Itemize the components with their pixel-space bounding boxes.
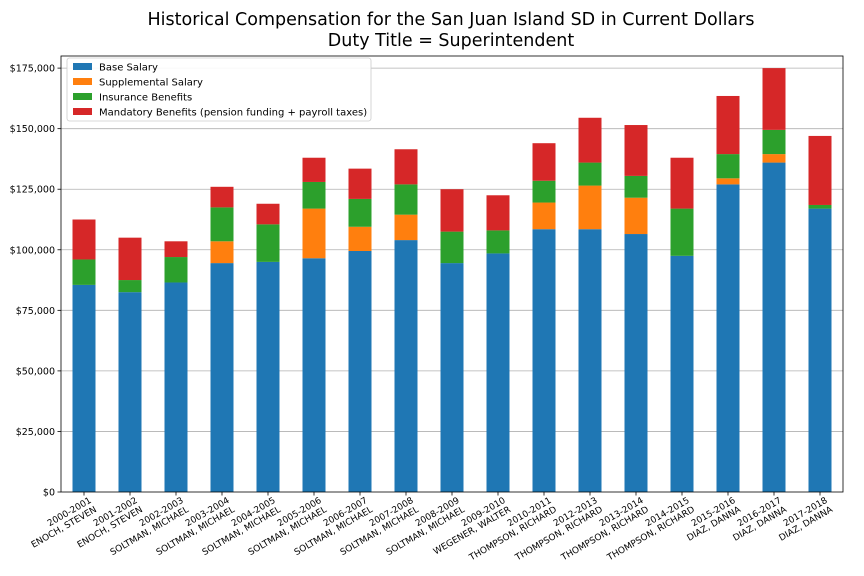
bar-segment-insurance-benefits (716, 154, 740, 179)
bar-segment-base-salary (624, 234, 648, 493)
bar-segment-insurance-benefits (210, 207, 234, 242)
y-tick-label: $150,000 (10, 124, 55, 135)
bar-segment-insurance-benefits (486, 230, 510, 254)
bar-segment-supplemental-salary (394, 214, 418, 241)
bar-group (72, 68, 832, 493)
y-tick-label: $100,000 (10, 245, 55, 256)
y-tick-label: $50,000 (16, 366, 55, 377)
bar-segment-insurance-benefits (164, 257, 188, 283)
bar-segment-base-salary (302, 258, 326, 492)
bar-segment-supplemental-salary (348, 226, 372, 251)
bar-segment-insurance-benefits (118, 280, 142, 293)
bar-segment-mandatory-benefits-pension-funding-payroll-taxes (256, 203, 280, 225)
bar-segment-mandatory-benefits-pension-funding-payroll-taxes (670, 157, 694, 209)
bar-segment-insurance-benefits (808, 204, 832, 209)
bar-segment-base-salary (532, 229, 556, 492)
bar-segment-mandatory-benefits-pension-funding-payroll-taxes (210, 186, 234, 208)
bar-segment-supplemental-salary (532, 202, 556, 230)
bar-segment-mandatory-benefits-pension-funding-payroll-taxes (624, 125, 648, 176)
bar-segment-mandatory-benefits-pension-funding-payroll-taxes (302, 157, 326, 182)
bar-segment-base-salary (808, 208, 832, 492)
bar-segment-base-salary (578, 229, 602, 492)
bar-segment-insurance-benefits (72, 259, 96, 285)
bar-segment-insurance-benefits (256, 224, 280, 262)
bar-segment-mandatory-benefits-pension-funding-payroll-taxes (118, 237, 142, 281)
y-tick-label: $125,000 (10, 185, 55, 196)
bar-segment-base-salary (348, 250, 372, 492)
bar-segment-supplemental-salary (302, 208, 326, 259)
bar-segment-insurance-benefits (670, 208, 694, 256)
legend-label: Supplemental Salary (99, 78, 203, 89)
bar-segment-insurance-benefits (624, 175, 648, 198)
bar-segment-insurance-benefits (302, 181, 326, 209)
bar-segment-supplemental-salary (762, 154, 786, 163)
bar-segment-supplemental-salary (624, 197, 648, 235)
legend-frame (66, 57, 372, 122)
bar-segment-mandatory-benefits-pension-funding-payroll-taxes (394, 149, 418, 185)
bar-segment-insurance-benefits (532, 180, 556, 203)
bar-segment-base-salary (72, 284, 96, 492)
legend: Base Salary Supplemental Salary Insurance … (66, 57, 372, 122)
y-tick-label: $0 (43, 488, 55, 499)
bar-segment-insurance-benefits (394, 184, 418, 215)
bar-segment-mandatory-benefits-pension-funding-payroll-taxes (486, 195, 510, 231)
bar-segment-mandatory-benefits-pension-funding-payroll-taxes (808, 135, 832, 205)
bar-segment-mandatory-benefits-pension-funding-payroll-taxes (762, 68, 786, 130)
bar-segment-base-salary (486, 253, 510, 492)
legend-label: Mandatory Benefits (pension funding + pa… (99, 108, 367, 119)
bar-segment-base-salary (762, 162, 786, 493)
legend-label: Base Salary (99, 63, 158, 74)
bar-segment-base-salary (164, 282, 188, 492)
bar-segment-mandatory-benefits-pension-funding-payroll-taxes (716, 95, 740, 155)
bar-segment-base-salary (440, 263, 464, 492)
bar-segment-insurance-benefits (762, 129, 786, 155)
bar-segment-base-salary (670, 255, 694, 492)
bar-segment-base-salary (118, 292, 142, 492)
bar-segment-base-salary (256, 261, 280, 492)
legend-swatch (73, 108, 92, 115)
legend-swatch (73, 93, 92, 100)
bar-segment-mandatory-benefits-pension-funding-payroll-taxes (440, 189, 464, 232)
y-tick-label: $175,000 (10, 64, 55, 75)
bar-segment-mandatory-benefits-pension-funding-payroll-taxes (72, 219, 96, 260)
y-tick-label: $25,000 (16, 427, 55, 438)
bar-segment-insurance-benefits (440, 231, 464, 264)
bar-segment-supplemental-salary (716, 178, 740, 185)
legend-label: Insurance Benefits (99, 93, 192, 104)
bar-segment-base-salary (394, 240, 418, 492)
chart-title: Historical Compensation for the San Juan… (148, 10, 755, 30)
bar-segment-insurance-benefits (578, 162, 602, 186)
bar-segment-supplemental-salary (578, 185, 602, 230)
y-tick-label: $75,000 (16, 306, 55, 317)
bar-segment-mandatory-benefits-pension-funding-payroll-taxes (532, 143, 556, 181)
bar-segment-base-salary (716, 184, 740, 492)
legend-swatch (73, 63, 92, 70)
bar-segment-supplemental-salary (210, 241, 234, 264)
legend-swatch (73, 78, 92, 85)
bar-segment-mandatory-benefits-pension-funding-payroll-taxes (348, 168, 372, 199)
chart-subtitle: Duty Title = Superintendent (328, 31, 575, 51)
bar-segment-base-salary (210, 263, 234, 492)
bar-segment-insurance-benefits (348, 198, 372, 227)
bar-segment-mandatory-benefits-pension-funding-payroll-taxes (164, 241, 188, 258)
bar-segment-mandatory-benefits-pension-funding-payroll-taxes (578, 117, 602, 163)
